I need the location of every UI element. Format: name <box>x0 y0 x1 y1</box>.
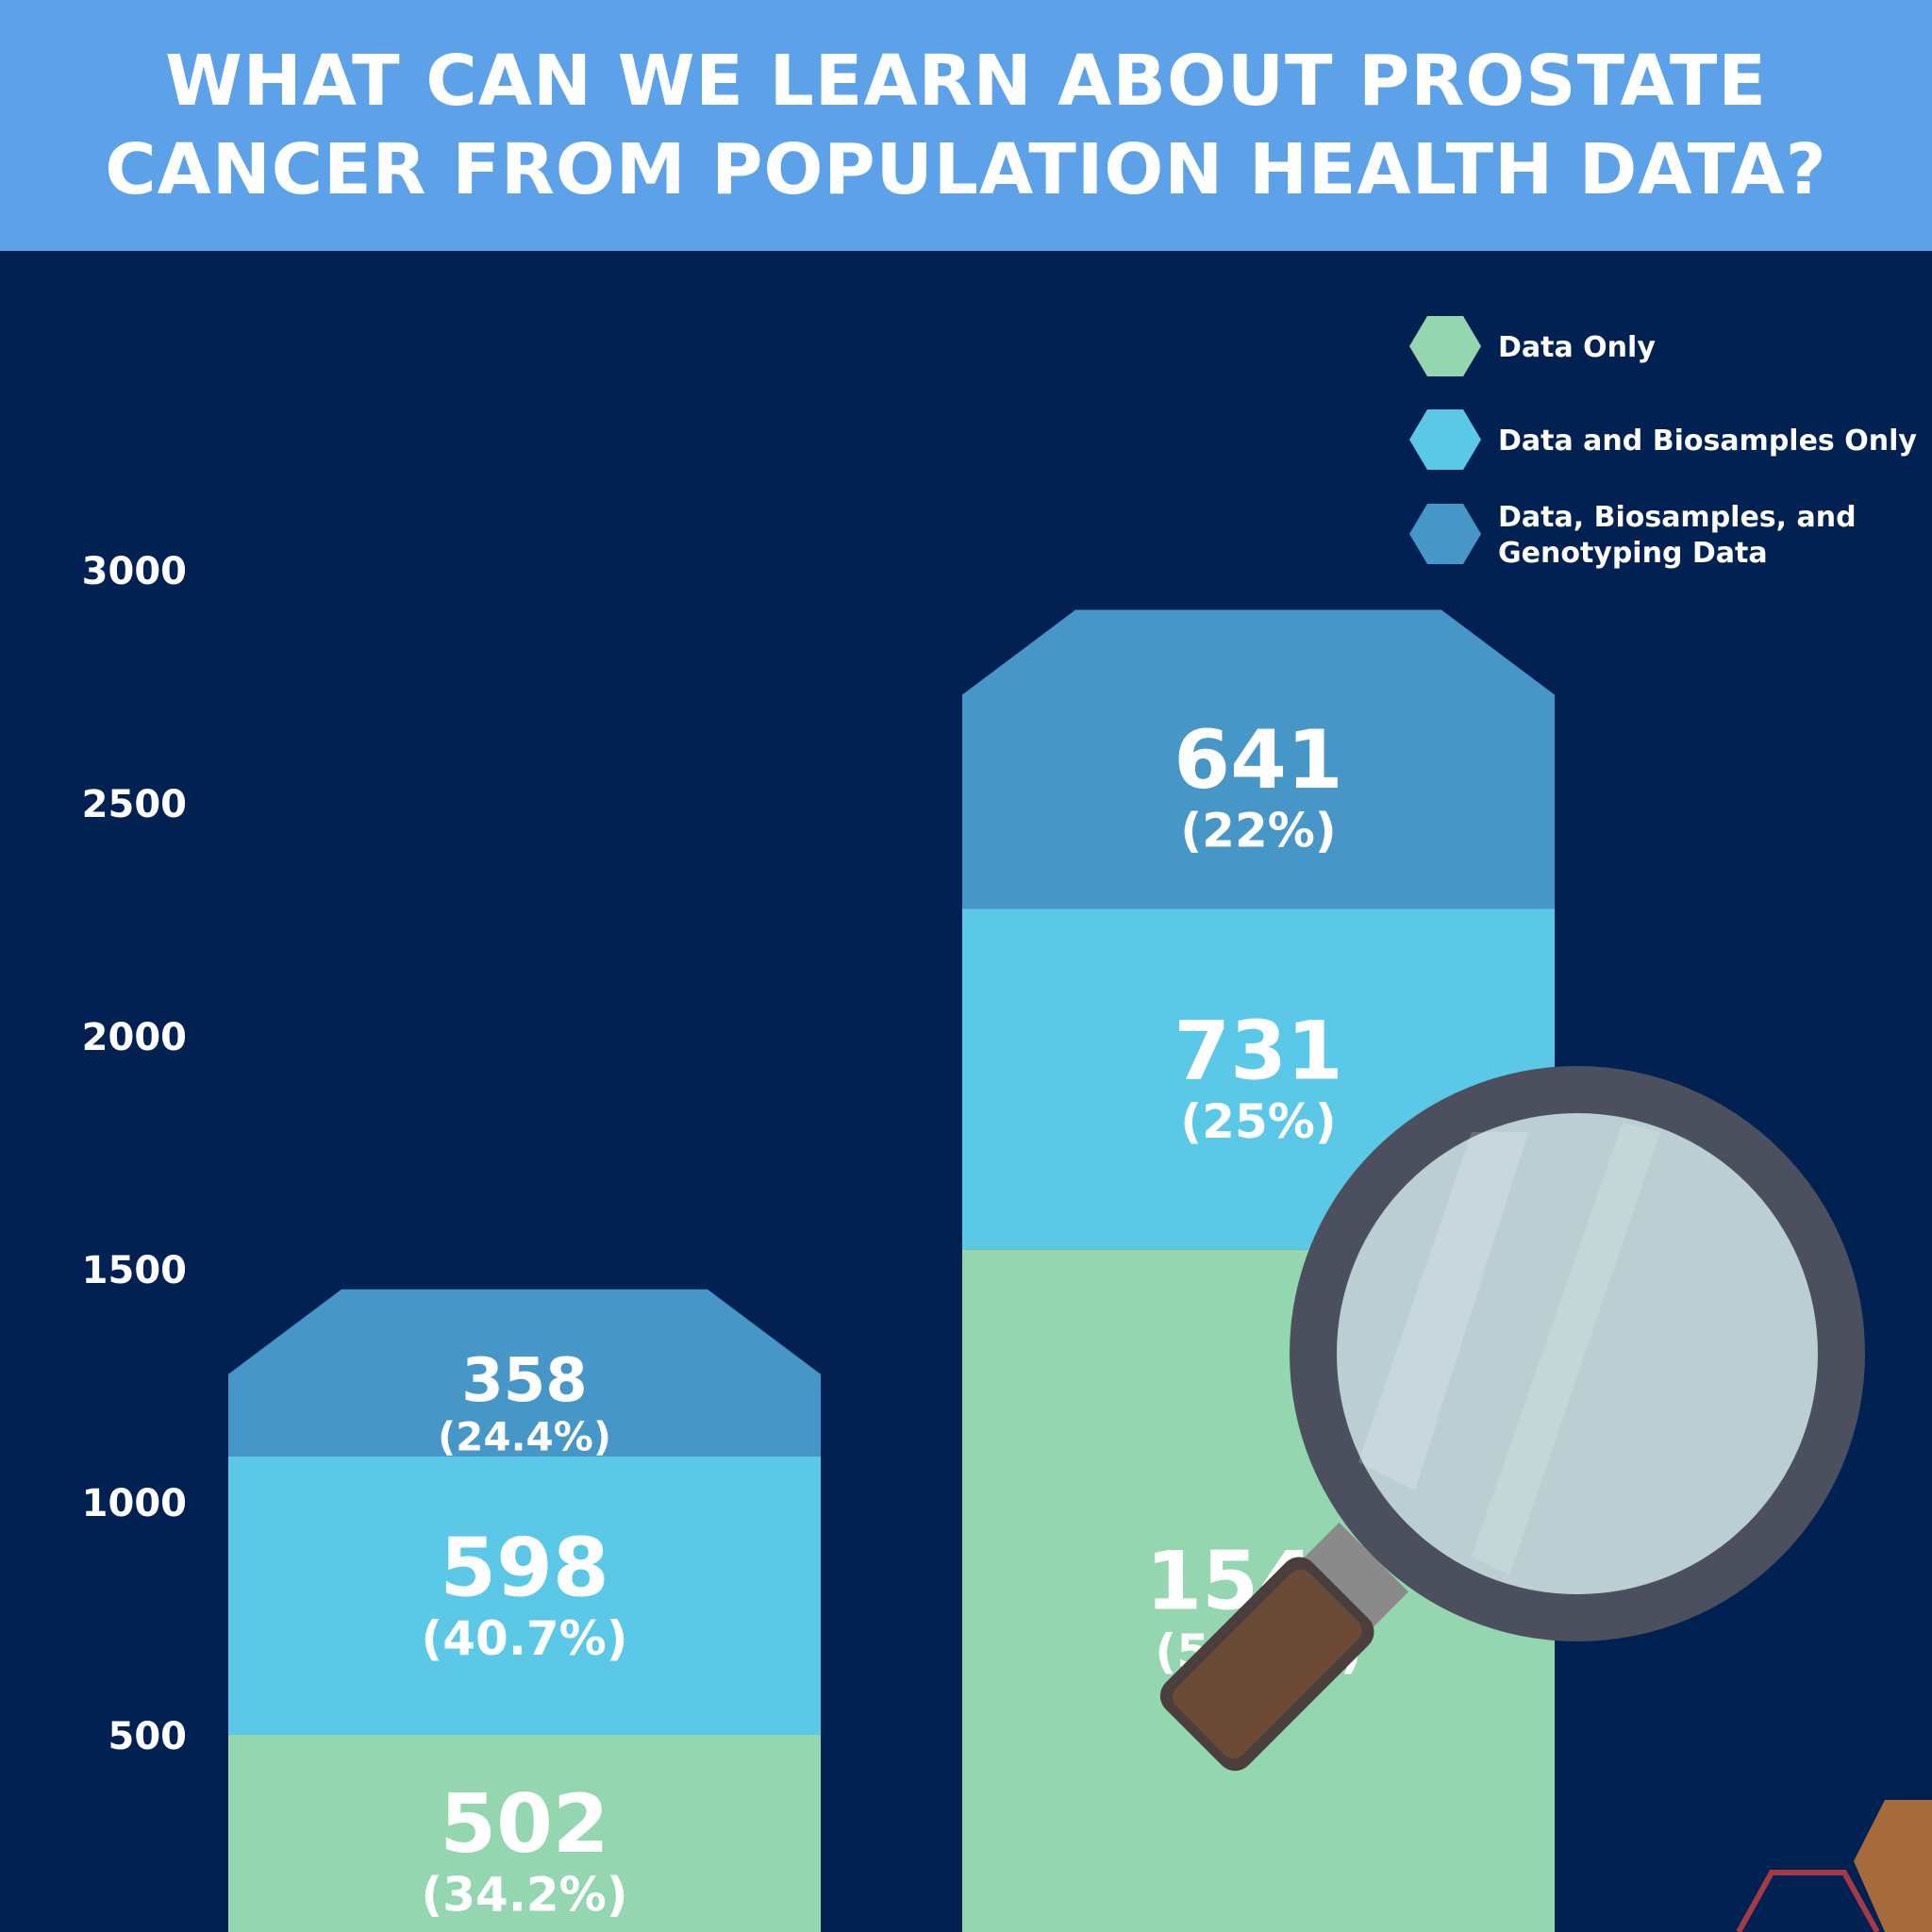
legend-swatch-hexagon <box>1409 504 1481 564</box>
legend-label: Data, Biosamples, and Genotyping Data <box>1498 501 1857 570</box>
hexagon-decoration <box>1736 1800 1932 1932</box>
legend-swatch-hexagon <box>1409 316 1481 376</box>
bar-percent-label: (25%) <box>1180 1094 1336 1149</box>
y-tick-label: 500 <box>108 1715 188 1758</box>
bar-segment <box>228 1289 821 1457</box>
legend-label: Data Only <box>1498 331 1656 364</box>
bar-percent-label: (22%) <box>1180 803 1336 858</box>
y-tick-label: 1000 <box>82 1482 187 1525</box>
y-tick-label: 2500 <box>82 783 187 826</box>
header-banner: WHAT CAN WE LEARN ABOUT PROSTATE CANCER … <box>0 0 1932 251</box>
bar-segment <box>228 1735 821 1932</box>
bar-value-label: 598 <box>440 1521 609 1615</box>
y-tick-label: 2000 <box>82 1016 187 1059</box>
y-axis: 500 1000 1500 2000 2500 3000 <box>82 550 187 1758</box>
bar-value-label: 731 <box>1174 1005 1343 1099</box>
page-title: WHAT CAN WE LEARN ABOUT PROSTATE CANCER … <box>105 41 1827 210</box>
bar-value-label: 641 <box>1174 713 1343 808</box>
bar-value-label: 358 <box>461 1346 588 1416</box>
bar-value-label: 502 <box>440 1777 609 1872</box>
bar-percent-label: (34.2%) <box>421 1868 627 1923</box>
bar-percent-label: (40.7%) <box>421 1611 627 1666</box>
y-tick-label: 1500 <box>82 1249 187 1292</box>
y-tick-label: 3000 <box>82 550 187 593</box>
legend-label: Data and Biosamples Only <box>1498 425 1917 458</box>
magnifying-glass-icon <box>1159 1066 1865 1772</box>
legend-swatch-hexagon <box>1409 409 1481 470</box>
bar-segment <box>962 609 1555 909</box>
bar-percent-label: (24.4%) <box>438 1414 611 1460</box>
legend: Data Only Data and Biosamples Only Data, B… <box>1409 316 1917 570</box>
bar-segment <box>228 1456 821 1736</box>
